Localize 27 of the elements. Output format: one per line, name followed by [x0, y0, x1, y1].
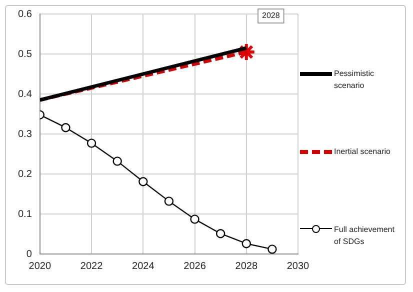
point: [236, 42, 256, 62]
point: [112, 156, 122, 166]
annotation: 2028: [262, 11, 280, 20]
legend-label: Full achievement of SDGs: [334, 224, 396, 248]
y-tick-label: 0.1: [18, 208, 32, 220]
x-tick-label: 2022: [80, 260, 104, 272]
x-tick-label: 2028: [235, 260, 258, 272]
point: [86, 138, 96, 148]
point: [164, 196, 174, 206]
point: [216, 229, 226, 238]
legend-label: Inertial scenario: [334, 146, 392, 158]
y-tick-label: 0.4: [18, 88, 32, 100]
y-tick-label: 0.2: [18, 168, 32, 180]
point: [61, 123, 70, 132]
x-tick-label: 2024: [132, 260, 155, 272]
x-tick-label: 2026: [184, 260, 206, 272]
x-tick-label: 2030: [286, 260, 310, 272]
y-tick-label: 0.5: [18, 48, 32, 60]
x-tick-label: 2020: [28, 260, 52, 272]
y-tick-label: 0.6: [18, 8, 32, 20]
legend-label: Pessimistic scenario: [334, 68, 376, 92]
y-tick-label: 0: [26, 248, 32, 260]
point: [242, 239, 251, 248]
point: [138, 177, 148, 186]
y-tick-label: 0.3: [18, 128, 32, 140]
point: [190, 214, 200, 224]
point: [268, 244, 277, 254]
